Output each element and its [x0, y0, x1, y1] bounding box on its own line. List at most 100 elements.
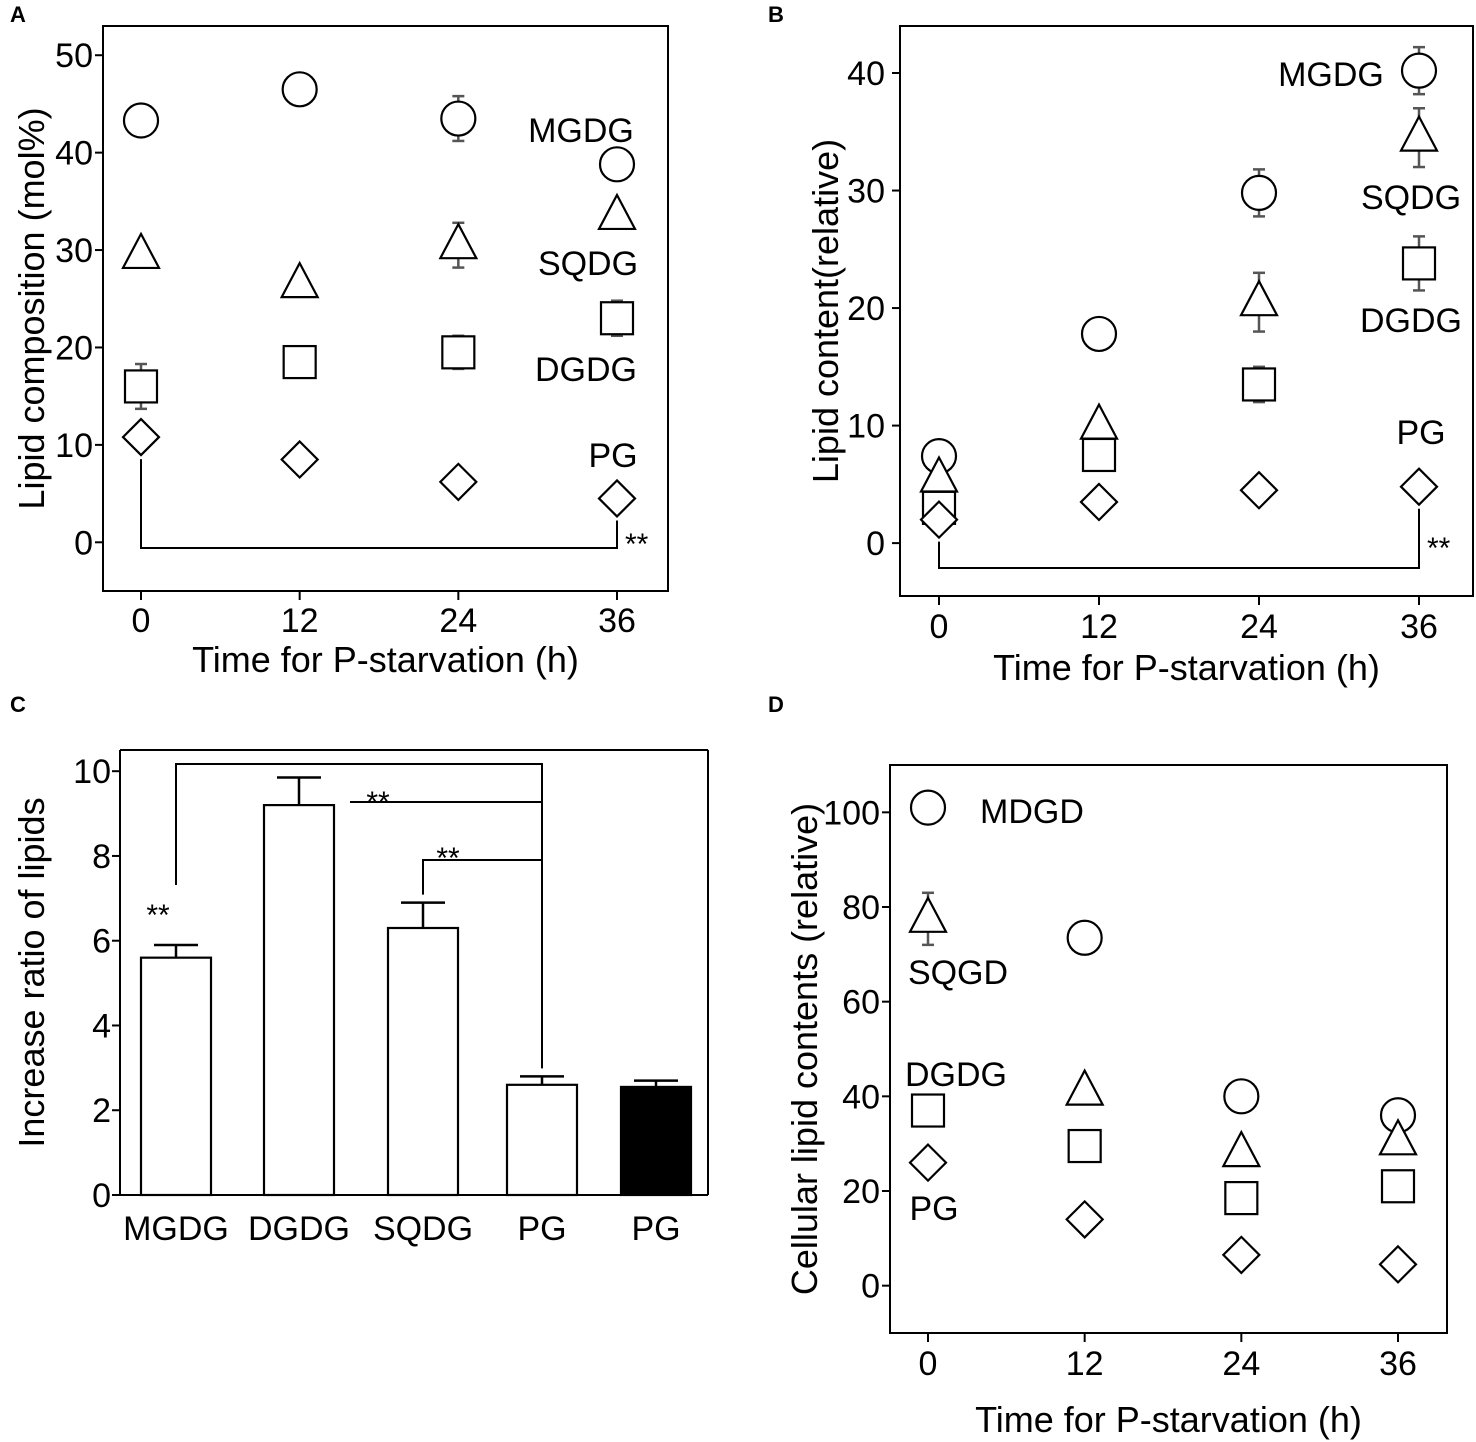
panel-letter-c: C: [10, 692, 26, 717]
data-point-dgdg-36h: [1401, 246, 1437, 281]
significance-stars: **: [366, 786, 390, 819]
category-label: SQDG: [373, 1210, 473, 1248]
data-point-sqdg-12h: [1079, 402, 1119, 440]
data-point-dgdg-24h: [1241, 367, 1277, 402]
y-tick-label: 30: [847, 173, 885, 211]
y-tick-label: 10: [73, 753, 111, 791]
data-point-sqdg-24h: [1239, 278, 1279, 317]
series-label-sqdg: SQDG: [1361, 179, 1461, 217]
category-label: PG: [631, 1210, 680, 1248]
x-axis-label: Time for P-starvation (h): [993, 647, 1380, 688]
category-label: PG: [517, 1210, 566, 1248]
panel-c: C 0 2 4 6 8 10 Increase ratio of lipids MGDG DGDG…: [10, 692, 709, 1248]
y-tick-label: 10: [55, 427, 93, 465]
plot-frame: [899, 25, 1474, 597]
data-point-sqdg-36h: [597, 192, 637, 231]
series-label-sqgd: SQGD: [908, 954, 1008, 992]
significance-stars: **: [1427, 532, 1451, 565]
x-tick-label: 0: [919, 1345, 938, 1383]
data-point-sqdg-24h: [438, 221, 479, 260]
data-point-pg-24h: [1239, 470, 1279, 510]
data-point-dgdg-12h: [1067, 1128, 1102, 1164]
bar-pg-4: [619, 1085, 693, 1197]
data-point-dgdg-12h: [1081, 437, 1117, 473]
data-point-pg-36h: [1378, 1244, 1418, 1284]
series-label-mgdg: MGDG: [528, 112, 634, 150]
y-tick-label: 0: [866, 525, 885, 563]
data-point-dgdg-36h: [1380, 1169, 1416, 1204]
y-tick-label: 100: [823, 794, 880, 832]
data-point-mgdg-12h: [281, 71, 318, 108]
y-tick-label: 0: [861, 1268, 880, 1306]
y-tick-label: 40: [847, 55, 885, 93]
data-point-mgdg-12h: [1080, 315, 1118, 353]
significance-line-sqdg: [422, 859, 542, 895]
y-tick-label: 10: [847, 408, 885, 446]
significance-stars: **: [625, 528, 649, 561]
data-point-mgdg-24h: [440, 100, 477, 137]
series-label-dgdg: DGDG: [535, 351, 637, 389]
x-axis-label: Time for P-starvation (h): [192, 639, 579, 680]
data-point-pg-12h: [280, 439, 320, 480]
bar-mgdg-0: [139, 956, 213, 1197]
y-tick-label: 20: [55, 329, 93, 367]
data-point-sqdg-36h: [1399, 114, 1439, 152]
data-point-mdgd-0h: [909, 789, 947, 826]
data-point-mdgd-12h: [1066, 919, 1103, 956]
data-point-pg-36h: [597, 478, 637, 519]
significance-line-mgdg: [175, 763, 543, 1069]
panel-letter-b: B: [768, 2, 784, 27]
y-tick-label: 40: [55, 135, 93, 173]
significance-stars: **: [146, 899, 170, 932]
data-point-pg-0h: [919, 500, 959, 540]
data-point-mgdg-0h: [122, 102, 160, 139]
panel-b: B 0 10 20 30 40 0 12 24 36 Time for P-starvation (…: [768, 2, 1474, 688]
significance-stars: **: [436, 842, 460, 875]
data-point-dgdg-36h: [599, 301, 635, 336]
y-tick-label: 20: [847, 290, 885, 328]
panel-d: D 0 20 40 60 80 100 0 12 24 36 Time for P-starvatio…: [768, 692, 1448, 1440]
data-point-dgdg-0h: [910, 1093, 946, 1128]
data-point-dgdg-24h: [1224, 1180, 1259, 1216]
x-tick-label: 36: [598, 602, 636, 640]
x-tick-label: 36: [1400, 608, 1438, 646]
bar-pg-3: [505, 1083, 579, 1197]
error-bar: [520, 1075, 564, 1085]
data-point-pg-0h: [908, 1143, 948, 1183]
y-axis-label: Cellular lipid contents (relative): [784, 803, 825, 1295]
x-tick-label: 0: [132, 602, 151, 640]
x-tick-label: 12: [1080, 608, 1118, 646]
data-point-sqgd-0h: [908, 895, 948, 933]
series-label-pg: PG: [909, 1190, 958, 1228]
data-point-sqgd-36h: [1378, 1117, 1418, 1156]
data-point-pg-24h: [1221, 1235, 1261, 1275]
y-tick-label: 4: [92, 1007, 111, 1045]
y-tick-label: 30: [55, 232, 93, 270]
category-label: MGDG: [123, 1210, 229, 1248]
x-tick-label: 24: [1240, 608, 1278, 646]
x-tick-label: 12: [281, 602, 319, 640]
y-tick-label: 6: [92, 923, 111, 961]
y-tick-label: 2: [92, 1092, 111, 1130]
significance-bracket: **: [938, 508, 1451, 569]
y-tick-label: 60: [842, 984, 880, 1022]
series-label-mgdg: MGDG: [1278, 56, 1384, 94]
plot-frame: [102, 25, 669, 592]
panel-letter-d: D: [768, 692, 784, 717]
data-point-pg-24h: [438, 462, 478, 502]
data-point-mgdg-36h: [1400, 52, 1438, 89]
data-point-pg-12h: [1079, 482, 1119, 522]
series-label-dgdg: DGDG: [1360, 302, 1462, 340]
data-point-dgdg-0h: [123, 369, 159, 404]
series-label-pg: PG: [588, 437, 637, 475]
y-tick-label: 8: [92, 838, 111, 876]
series-label-sqdg: SQDG: [538, 245, 638, 283]
y-tick-label: 80: [842, 889, 880, 927]
y-tick-label: 0: [92, 1177, 111, 1215]
y-axis-label: Lipid content(relative): [805, 139, 846, 483]
y-tick-label: 20: [842, 1173, 880, 1211]
panel-letter-a: A: [10, 2, 26, 27]
data-point-dgdg-12h: [282, 344, 317, 380]
plot-frame: [889, 764, 1448, 1334]
